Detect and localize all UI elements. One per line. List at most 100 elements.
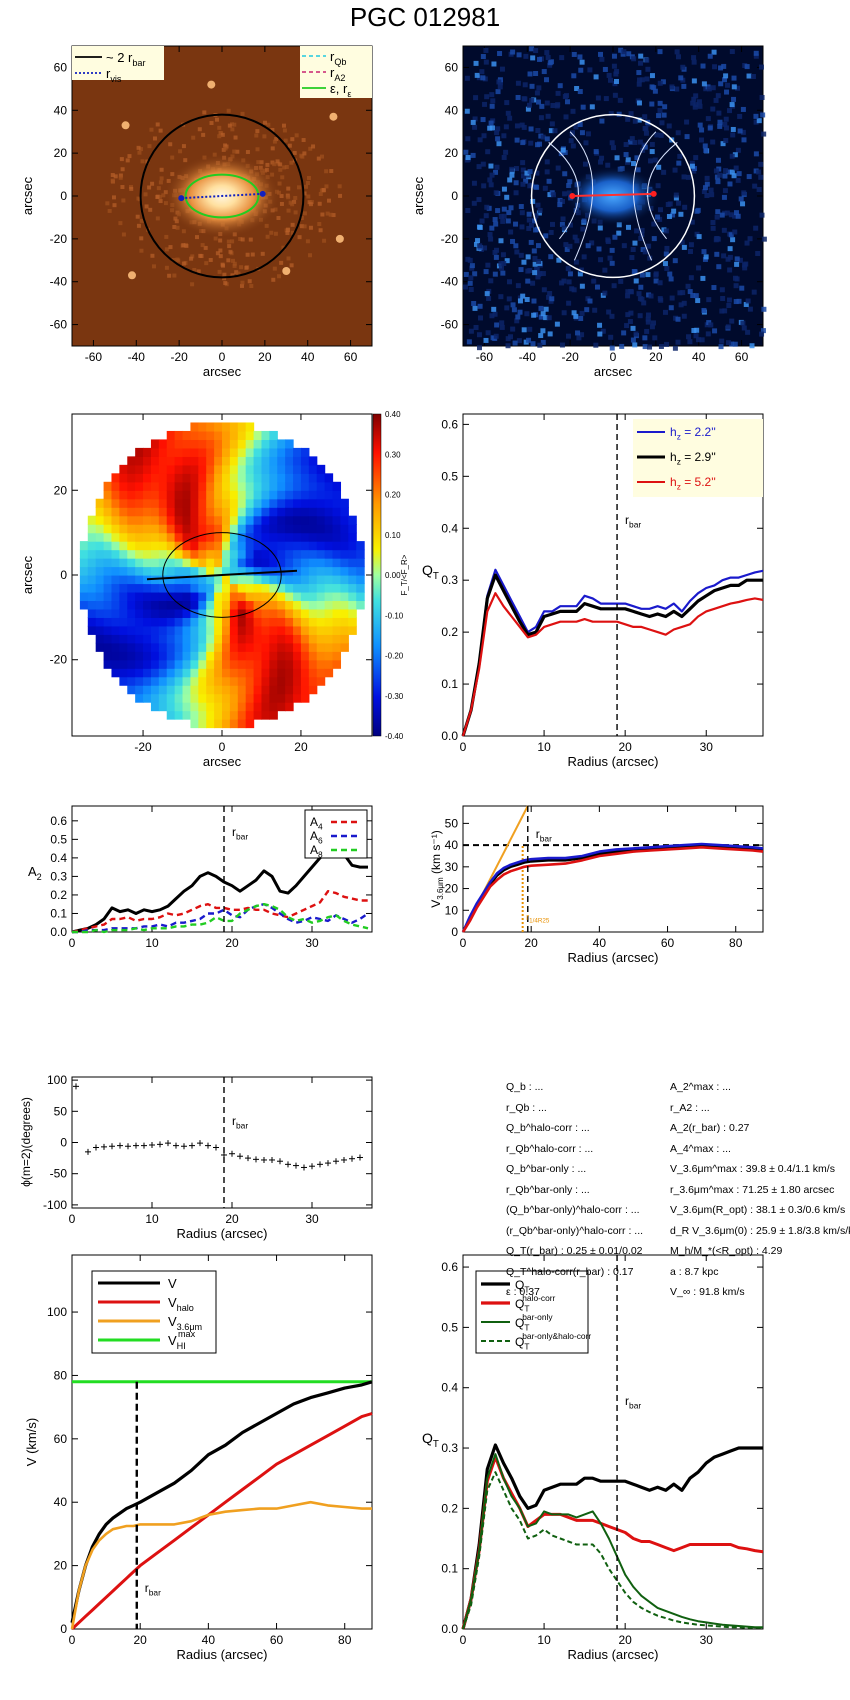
image-blue-pixel [753, 50, 759, 56]
rotation-36-ylabel-unit: (km s⁻¹) [429, 830, 443, 877]
image-blue-pixel [591, 278, 597, 284]
image-blue-pixel [531, 248, 537, 254]
force-map-cell [182, 625, 192, 635]
force-map-cell [206, 515, 215, 525]
image-orange-pixel [191, 135, 196, 140]
force-map-ytick-label: 20 [54, 483, 68, 497]
force-map-cell [245, 575, 255, 585]
force-map-cell [308, 668, 318, 678]
force-map-cell [285, 558, 294, 568]
image-blue-pixel [705, 331, 711, 337]
force-map-cell [269, 617, 278, 627]
image-blue-pixel [623, 152, 629, 158]
force-map-cell [95, 498, 105, 508]
image-blue-pixel [696, 99, 702, 105]
image-orange-pixel [112, 203, 117, 208]
image-blue-pixel [627, 139, 633, 145]
qt-corrections-legend-label-main: Q [515, 1297, 524, 1311]
bar-phase-ytick-label: 0 [60, 1136, 67, 1150]
force-map-cell [143, 481, 152, 491]
force-map-cell [174, 634, 184, 644]
force-map-cell [229, 685, 239, 695]
image-blue-pixel [616, 230, 622, 236]
force-map-cell [269, 515, 278, 525]
image-blue-pixel [494, 322, 500, 328]
force-map-cell [198, 719, 207, 729]
force-map-cell [222, 659, 231, 669]
force-map-cell [300, 481, 310, 491]
image-orange-pixel [281, 123, 286, 128]
force-map-cell [127, 625, 136, 635]
image-blue-pixel [520, 293, 526, 299]
image-blue-pixel [734, 276, 740, 282]
image-blue-pixel [727, 246, 733, 252]
image-blue-pixel [710, 85, 716, 91]
image-blue-pixel [507, 115, 513, 121]
force-map-cell [198, 651, 207, 661]
force-map-cell [127, 464, 136, 474]
image-orange-bar-end [178, 195, 185, 202]
force-map-cell [222, 710, 231, 720]
force-map-cell [300, 668, 310, 678]
force-map-cell [182, 515, 192, 525]
image-blue-pixel [663, 251, 669, 257]
image-orange-pixel [281, 245, 286, 250]
image-orange-pixel [138, 147, 143, 152]
force-map-cell [111, 668, 120, 678]
force-map-cell [135, 676, 144, 686]
force-map-cell [174, 532, 184, 542]
image-orange-pixel [196, 269, 201, 274]
image-blue-pixel [480, 75, 486, 81]
image-blue-pixel [538, 333, 544, 339]
force-map-cell [190, 693, 199, 703]
force-map-cell [229, 575, 239, 585]
force-map-cell [198, 532, 207, 542]
image-orange-pixel [230, 258, 235, 263]
image-blue-pixel [728, 232, 734, 238]
force-map-cell [324, 498, 334, 508]
image-orange-pixel [198, 253, 203, 258]
image-blue-pixel [577, 122, 583, 128]
force-map-cell [119, 507, 128, 517]
rotation-36-rmax-label-sub: 1/4R25 [529, 918, 550, 925]
force-map-cell [150, 617, 160, 627]
force-map-cell [79, 600, 89, 610]
force-map-cell [332, 566, 342, 576]
force-map-cell [158, 498, 168, 508]
force-map-cell [214, 600, 223, 610]
image-blue-pixel [547, 291, 553, 296]
force-map-cell [95, 591, 105, 602]
image-blue-pixel [492, 311, 498, 317]
image-blue-pixel [528, 239, 534, 245]
image-blue-pixel [539, 103, 545, 109]
force-map-cell [182, 549, 192, 559]
force-map-cell [229, 702, 239, 712]
force-map-cell [190, 608, 199, 618]
image-blue-pixel [726, 169, 732, 175]
force-map-cell [150, 439, 160, 449]
force-map-cell [150, 583, 160, 593]
image-blue-pixel [729, 169, 735, 175]
rotation-halo-xtick-label: 40 [202, 1633, 216, 1647]
image-blue-pixel [715, 179, 721, 185]
force-map-cell [269, 583, 278, 593]
force-map-cell [293, 600, 302, 610]
force-map-cell [190, 456, 199, 466]
image-blue-pixel [609, 260, 615, 266]
qt-profile-legend-label-sub: z [677, 432, 681, 442]
force-map-cell [277, 558, 286, 568]
image-blue-pixel [621, 330, 627, 336]
force-map-cell [269, 702, 278, 712]
force-map-cell [198, 676, 207, 686]
image-blue-xtick-label: 0 [610, 350, 617, 364]
image-blue-pixel [519, 122, 525, 128]
force-map-cell [150, 473, 160, 483]
rotation-36-xtick-label: 60 [661, 936, 675, 950]
force-map-cell [237, 625, 247, 635]
image-blue-pixel [719, 338, 725, 344]
image-blue-pixel [636, 291, 642, 297]
image-blue-pixel [672, 258, 678, 264]
image-blue-pixel [572, 234, 578, 240]
force-map-cell [253, 685, 263, 695]
